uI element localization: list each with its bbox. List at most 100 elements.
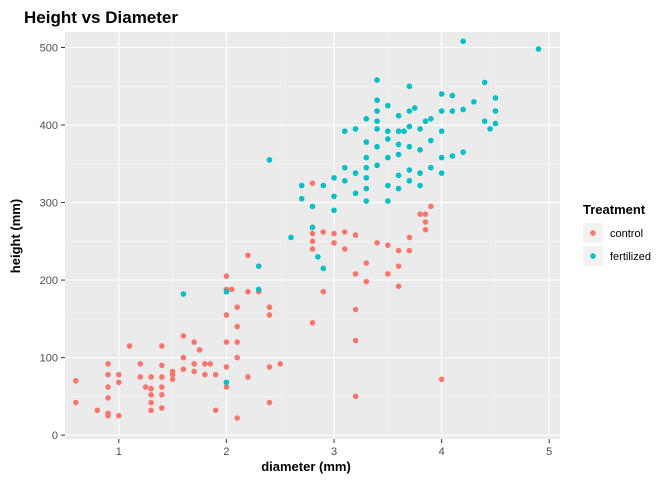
data-point-fertilized — [374, 77, 380, 83]
data-point-fertilized — [374, 118, 380, 124]
data-point-control — [309, 180, 316, 186]
data-point-control — [202, 361, 208, 367]
data-point-fertilized — [363, 116, 370, 122]
data-point-control — [438, 376, 445, 383]
data-point-fertilized — [385, 182, 391, 189]
data-point-fertilized — [363, 185, 370, 192]
data-point-fertilized — [374, 162, 380, 169]
data-point-fertilized — [417, 126, 423, 132]
y-tick-label: 300 — [40, 198, 58, 210]
data-point-fertilized — [422, 118, 429, 124]
x-tick-label: 3 — [331, 446, 337, 458]
data-point-fertilized — [309, 203, 316, 210]
data-point-control — [320, 229, 327, 235]
data-point-control — [159, 384, 165, 390]
data-point-control — [406, 234, 413, 241]
data-point-control — [352, 306, 359, 313]
data-point-fertilized — [481, 79, 488, 86]
data-point-control — [116, 379, 122, 386]
y-tick-label: 100 — [40, 353, 58, 365]
data-point-fertilized — [298, 182, 305, 189]
data-point-control — [406, 247, 413, 254]
data-point-fertilized — [438, 128, 445, 135]
data-point-fertilized — [180, 291, 187, 297]
data-point-fertilized — [363, 174, 370, 181]
data-point-fertilized — [320, 182, 327, 189]
data-point-control — [385, 271, 391, 277]
data-point-control — [159, 374, 165, 380]
data-point-fertilized — [406, 83, 413, 90]
legend-label-control: control — [610, 228, 643, 240]
data-point-fertilized — [460, 38, 466, 45]
data-point-control — [245, 252, 251, 259]
x-axis: 1 2 3 4 5 — [116, 439, 552, 458]
data-point-control — [331, 240, 337, 246]
data-point-control — [309, 319, 316, 326]
data-point-fertilized — [449, 108, 456, 114]
data-point-control — [142, 384, 149, 390]
data-point-fertilized — [460, 106, 466, 113]
data-point-control — [374, 240, 380, 246]
data-point-fertilized — [492, 108, 499, 114]
data-point-control — [422, 211, 429, 217]
data-point-control — [234, 323, 240, 330]
data-point-control — [180, 366, 187, 373]
data-point-control — [212, 371, 219, 378]
data-point-control — [169, 376, 176, 383]
data-point-control — [234, 415, 240, 421]
data-point-fertilized — [331, 174, 337, 181]
data-point-control — [395, 283, 402, 290]
data-point-fertilized — [406, 123, 413, 130]
data-point-control — [148, 374, 154, 380]
y-tick-label: 200 — [40, 275, 58, 287]
data-point-control — [363, 260, 370, 266]
x-axis-label: diameter (mm) — [261, 459, 351, 474]
data-point-control — [105, 412, 111, 419]
data-point-control — [341, 229, 348, 235]
data-point-control — [234, 354, 240, 361]
data-point-control — [180, 333, 187, 339]
data-point-control — [212, 407, 219, 414]
data-point-fertilized — [395, 151, 402, 158]
data-point-control — [363, 278, 370, 285]
data-point-control — [309, 238, 316, 245]
data-point-control — [331, 230, 337, 237]
data-point-control — [159, 343, 165, 349]
data-point-fertilized — [255, 263, 262, 269]
data-point-control — [72, 378, 79, 384]
legend-items: control fertilized — [583, 223, 651, 266]
data-point-control — [223, 364, 230, 370]
data-point-fertilized — [481, 118, 488, 124]
data-point-control — [352, 337, 359, 344]
data-point-control — [228, 286, 235, 293]
data-point-control — [148, 392, 154, 398]
data-point-control — [159, 392, 165, 398]
data-point-control — [72, 399, 79, 406]
data-point-control — [202, 371, 208, 378]
data-point-fertilized — [395, 185, 402, 192]
major-gridlines — [65, 32, 560, 439]
data-point-control — [126, 343, 133, 349]
x-tick-label: 2 — [223, 446, 229, 458]
data-point-control — [417, 211, 423, 217]
data-point-fertilized — [341, 178, 348, 184]
y-axis-label: height (mm) — [8, 199, 23, 273]
data-point-fertilized — [385, 198, 391, 204]
data-point-control — [234, 304, 240, 311]
data-point-fertilized — [315, 254, 321, 260]
data-point-fertilized — [266, 157, 273, 163]
data-point-control — [169, 371, 176, 378]
data-point-fertilized — [395, 128, 402, 135]
y-tick-label: 400 — [40, 120, 58, 132]
data-point-fertilized — [331, 193, 337, 200]
y-axis: 0 100 200 300 400 500 — [40, 43, 65, 442]
data-point-fertilized — [406, 143, 413, 150]
data-point-control — [309, 246, 316, 252]
data-point-control — [159, 405, 165, 411]
data-point-fertilized — [363, 164, 370, 171]
x-tick-label: 4 — [439, 446, 445, 458]
data-point-fertilized — [438, 154, 445, 161]
data-point-fertilized — [331, 207, 337, 214]
data-point-fertilized — [395, 172, 402, 179]
data-point-fertilized — [352, 126, 359, 132]
